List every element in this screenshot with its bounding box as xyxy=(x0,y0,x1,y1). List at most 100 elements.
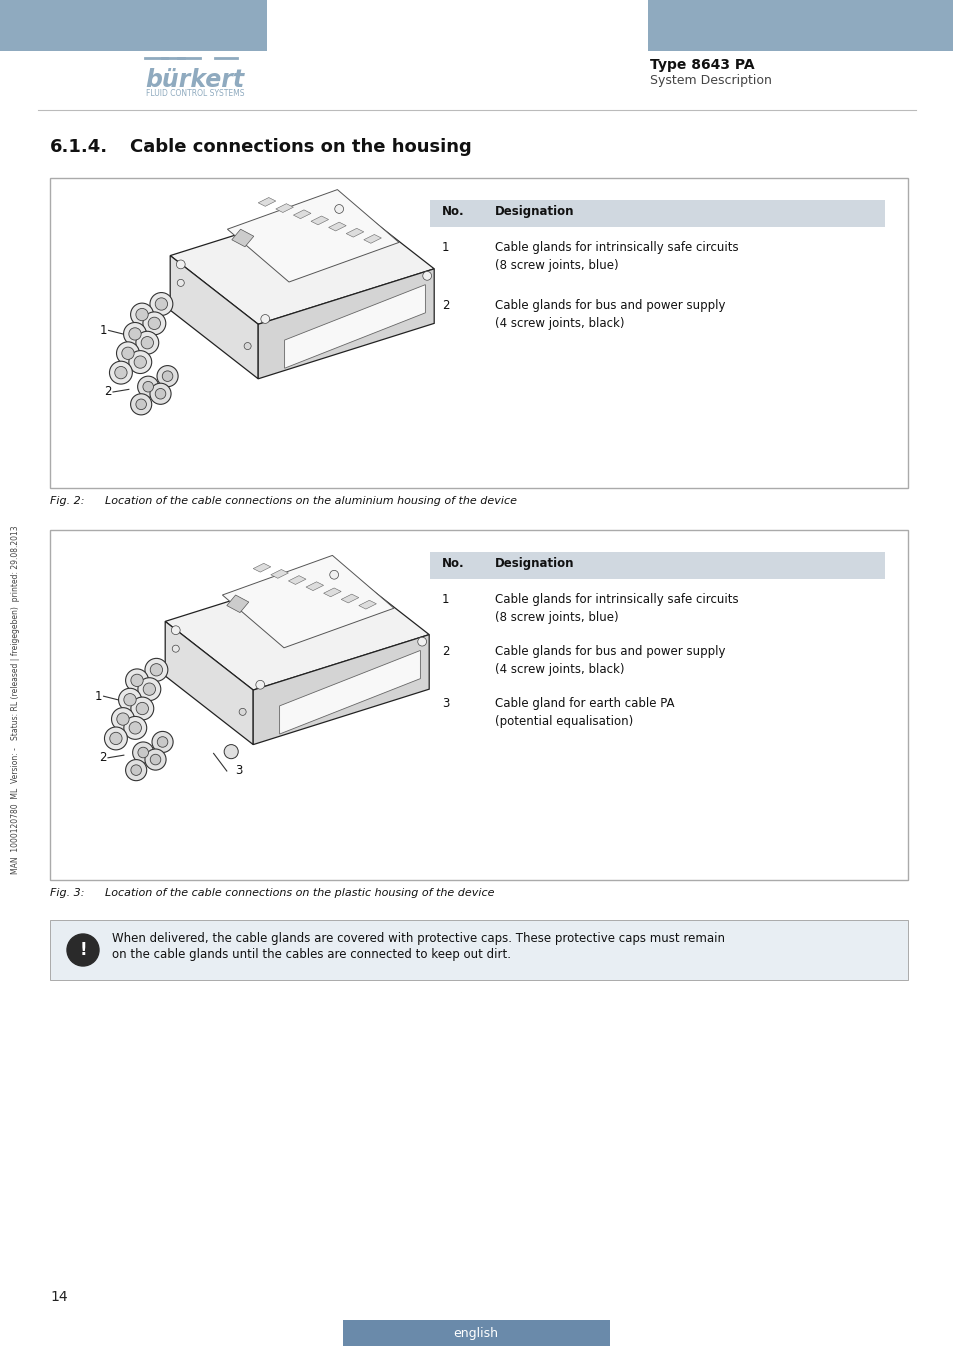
Circle shape xyxy=(110,362,132,385)
Circle shape xyxy=(112,707,134,730)
Circle shape xyxy=(150,383,171,404)
Polygon shape xyxy=(170,255,258,379)
Text: Fig. 3:: Fig. 3: xyxy=(50,888,85,898)
Circle shape xyxy=(136,702,149,714)
Circle shape xyxy=(150,755,161,765)
Polygon shape xyxy=(279,651,420,734)
Text: 2: 2 xyxy=(104,386,112,398)
Circle shape xyxy=(131,394,152,414)
Polygon shape xyxy=(275,204,294,212)
Circle shape xyxy=(145,749,166,770)
Polygon shape xyxy=(346,228,363,238)
Circle shape xyxy=(157,366,178,386)
Text: No.: No. xyxy=(441,205,464,217)
Circle shape xyxy=(126,668,149,691)
Circle shape xyxy=(224,745,238,759)
Circle shape xyxy=(176,261,185,269)
Circle shape xyxy=(131,765,141,775)
Text: Fig. 2:: Fig. 2: xyxy=(50,495,85,506)
Circle shape xyxy=(134,356,147,369)
Bar xyxy=(50,531,907,880)
Bar xyxy=(0,0,267,51)
Circle shape xyxy=(155,389,166,400)
Circle shape xyxy=(129,328,141,340)
Circle shape xyxy=(255,680,264,688)
Circle shape xyxy=(110,732,122,745)
Text: Type 8643 PA: Type 8643 PA xyxy=(649,58,754,72)
Circle shape xyxy=(145,659,168,682)
Text: 6.1.4.: 6.1.4. xyxy=(50,138,108,157)
Text: MAN  1000120780  ML  Version: -   Status: RL (released | freigegeben)  printed: : MAN 1000120780 ML Version: - Status: RL … xyxy=(11,525,20,875)
Circle shape xyxy=(135,400,147,409)
Circle shape xyxy=(131,697,153,720)
Polygon shape xyxy=(227,595,249,613)
Circle shape xyxy=(417,637,426,647)
Text: 1: 1 xyxy=(94,690,102,703)
Circle shape xyxy=(126,760,147,780)
Circle shape xyxy=(124,694,136,706)
Circle shape xyxy=(138,748,149,757)
Circle shape xyxy=(260,315,270,324)
Circle shape xyxy=(124,323,147,346)
Text: 2: 2 xyxy=(441,298,449,312)
Circle shape xyxy=(116,342,139,365)
Text: Cable glands for intrinsically safe circuits
(8 screw joints, blue): Cable glands for intrinsically safe circ… xyxy=(495,242,738,271)
Polygon shape xyxy=(288,575,306,585)
Text: 14: 14 xyxy=(50,1291,68,1304)
Polygon shape xyxy=(258,269,434,379)
Text: When delivered, the cable glands are covered with protective caps. These protect: When delivered, the cable glands are cov… xyxy=(112,931,724,945)
Circle shape xyxy=(335,205,343,213)
Polygon shape xyxy=(222,555,394,648)
Bar xyxy=(343,1320,609,1346)
Circle shape xyxy=(124,717,147,740)
Circle shape xyxy=(137,377,158,397)
Bar xyxy=(430,200,884,227)
Text: No.: No. xyxy=(441,558,464,570)
Polygon shape xyxy=(253,563,271,572)
Circle shape xyxy=(129,351,152,374)
Circle shape xyxy=(135,331,158,354)
Polygon shape xyxy=(165,566,429,690)
Circle shape xyxy=(143,312,166,335)
Circle shape xyxy=(143,382,153,391)
Circle shape xyxy=(150,664,162,676)
Circle shape xyxy=(131,674,143,687)
Text: 2: 2 xyxy=(99,752,107,764)
Circle shape xyxy=(122,347,134,359)
Circle shape xyxy=(143,683,155,695)
Bar xyxy=(50,178,907,487)
Bar xyxy=(430,552,884,579)
Circle shape xyxy=(132,743,153,763)
Text: Location of the cable connections on the aluminium housing of the device: Location of the cable connections on the… xyxy=(105,495,517,506)
Text: Cable glands for intrinsically safe circuits
(8 screw joints, blue): Cable glands for intrinsically safe circ… xyxy=(495,593,738,624)
Polygon shape xyxy=(253,634,429,745)
Circle shape xyxy=(105,728,128,749)
Circle shape xyxy=(150,293,172,316)
Circle shape xyxy=(157,737,168,748)
Polygon shape xyxy=(227,189,398,282)
Polygon shape xyxy=(170,200,434,324)
Circle shape xyxy=(152,732,172,752)
Circle shape xyxy=(129,722,141,734)
Text: !: ! xyxy=(79,941,87,958)
Polygon shape xyxy=(363,235,381,243)
Text: 2: 2 xyxy=(441,645,449,657)
Bar xyxy=(647,0,953,51)
Text: Designation: Designation xyxy=(495,558,574,570)
Text: 1: 1 xyxy=(100,324,107,338)
Circle shape xyxy=(422,271,431,281)
Text: System Description: System Description xyxy=(649,74,771,86)
Circle shape xyxy=(141,336,153,348)
Polygon shape xyxy=(165,621,253,745)
Polygon shape xyxy=(358,601,376,609)
Text: FLUID CONTROL SYSTEMS: FLUID CONTROL SYSTEMS xyxy=(146,89,244,99)
Text: 3: 3 xyxy=(441,697,449,710)
Text: Cable connections on the housing: Cable connections on the housing xyxy=(130,138,471,157)
Circle shape xyxy=(330,570,338,579)
Polygon shape xyxy=(328,223,346,231)
Polygon shape xyxy=(306,582,323,590)
Polygon shape xyxy=(323,589,341,597)
Circle shape xyxy=(116,713,129,725)
Polygon shape xyxy=(232,230,253,247)
Circle shape xyxy=(162,371,172,382)
